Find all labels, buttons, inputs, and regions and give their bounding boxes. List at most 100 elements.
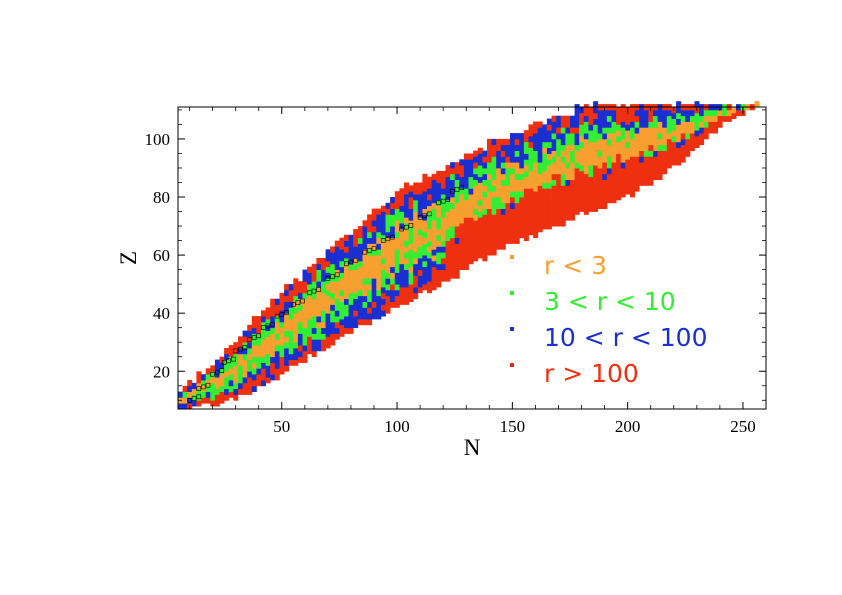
nuclide-cell (261, 310, 266, 317)
nuclide-cell (284, 284, 290, 291)
nuclide-cell (357, 272, 363, 279)
nuclide-cell (302, 298, 308, 305)
nuclide-cell (593, 112, 599, 119)
nuclide-cell (611, 179, 617, 186)
nuclide-cell (417, 188, 423, 195)
nuclide-cell (344, 258, 349, 265)
nuclide-cell (533, 197, 539, 204)
nuclide-cell (316, 321, 322, 329)
nuclide-cell (440, 229, 446, 236)
nuclide-cell (454, 168, 460, 175)
nuclide-cell (505, 191, 511, 198)
nuclide-cell (445, 199, 451, 207)
nuclide-cell (496, 231, 502, 239)
nuclide-cell (583, 185, 589, 192)
nuclide-cell (708, 127, 714, 134)
nuclide-cell (330, 269, 336, 276)
nuclide-cell (404, 246, 409, 253)
nuclide-cell (431, 220, 437, 227)
nuclide-cell (523, 130, 529, 137)
stable-nuclide-marker (284, 310, 289, 315)
nuclide-cell (570, 156, 575, 163)
nuclide-cell (417, 205, 423, 212)
nuclide-cell (620, 185, 626, 192)
nuclide-cell (440, 223, 446, 230)
nuclide-cell (362, 231, 368, 239)
nuclide-cell (722, 109, 728, 117)
stable-nuclide-marker (238, 346, 243, 352)
nuclide-cell (588, 199, 594, 207)
nuclide-cell (284, 365, 290, 372)
stable-nuclide-marker (205, 382, 211, 388)
nuclide-cell (302, 269, 308, 276)
nuclide-cell (371, 307, 377, 314)
nuclide-cell (399, 275, 405, 282)
nuclide-cell (270, 298, 276, 305)
nuclide-cell (560, 162, 566, 169)
nuclide-cell (431, 260, 437, 268)
nuclide-cell (450, 255, 456, 262)
nuclide-cell (205, 391, 211, 398)
nuclide-cell (546, 141, 552, 148)
nuclide-cell (422, 202, 428, 209)
nuclide-cell (620, 127, 626, 134)
nuclide-cell (597, 121, 603, 128)
nuclide-cell (376, 208, 382, 215)
nuclide-cell (394, 197, 400, 204)
nuclide-cell (270, 374, 276, 381)
stable-nuclide-marker (274, 313, 280, 319)
nuclide-cell (279, 333, 285, 340)
nuclide-cell (205, 374, 211, 381)
nuclide-cell (261, 362, 266, 369)
stable-nuclide-marker (260, 325, 266, 331)
nuclide-cell (556, 179, 562, 186)
nuclide-cell (583, 191, 589, 198)
nuclide-cell (376, 289, 382, 297)
nuclide-cell (394, 208, 400, 215)
nuclide-cell (496, 208, 502, 215)
nuclide-cell (293, 353, 299, 360)
nuclide-cell (662, 121, 668, 128)
nuclide-cell (210, 394, 216, 401)
nuclide-cell (376, 313, 382, 320)
nuclide-cell (316, 298, 322, 305)
stable-nuclide-marker (403, 224, 409, 230)
nuclide-cell (408, 197, 414, 204)
nuclide-cell (574, 127, 580, 134)
nuclide-cell (482, 162, 488, 169)
nuclide-cell (394, 237, 400, 244)
nuclide-cell (454, 162, 460, 169)
nuclide-cell (505, 197, 511, 204)
nuclide-cell (371, 295, 377, 302)
nuclide-cell (648, 127, 654, 134)
nuclide-cell (606, 185, 612, 192)
nuclide-cell (376, 220, 382, 227)
nuclide-cell (431, 231, 437, 239)
nuclide-cell (390, 237, 396, 244)
nuclide-cell (588, 141, 594, 148)
nuclide-cell (713, 121, 718, 128)
nuclide-cell (551, 144, 557, 151)
nuclide-cell (496, 185, 502, 192)
nuclide-cell (505, 214, 511, 221)
nuclide-cell (427, 252, 432, 259)
nuclide-cell (570, 162, 575, 169)
nuclide-cell (440, 258, 446, 265)
nuclide-cell (380, 211, 386, 218)
nuclide-cell (413, 229, 419, 236)
nuclide-cell (542, 153, 548, 160)
nuclide-cell (445, 269, 451, 276)
nuclide-cell (431, 226, 437, 233)
nuclide-cell (616, 130, 622, 137)
nuclide-cell (219, 397, 225, 404)
nuclide-cell (367, 260, 373, 268)
nuclide-cell (427, 188, 432, 195)
stable-nuclide-marker (371, 246, 377, 251)
nuclide-cell (556, 162, 562, 169)
nuclide-cell (500, 237, 506, 244)
nuclide-cell (551, 179, 557, 186)
nuclide-cell (321, 333, 326, 340)
nuclide-cell (606, 179, 612, 186)
nuclide-cell (390, 289, 396, 297)
nuclide-cell (431, 197, 437, 204)
